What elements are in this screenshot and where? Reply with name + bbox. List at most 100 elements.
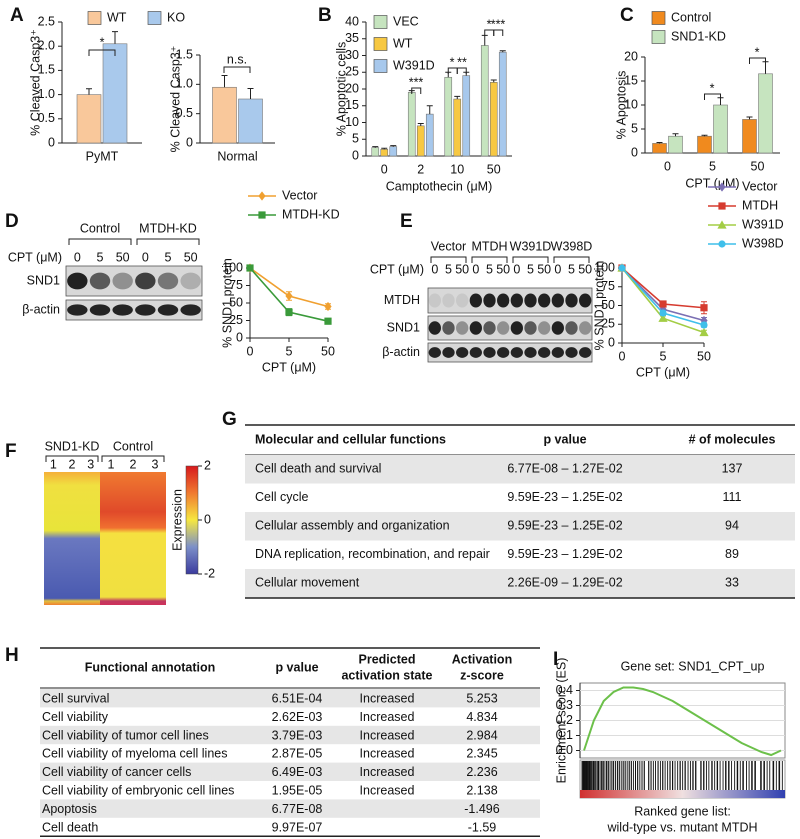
annotation: *	[100, 35, 105, 49]
band	[579, 321, 592, 335]
bar	[453, 98, 462, 157]
y-axis-label: % Apoptotic cells	[334, 42, 348, 137]
row-shade	[245, 569, 795, 598]
lane-label: 5	[97, 250, 104, 264]
x-axis-label: CPT (μM)	[636, 365, 690, 379]
y-tick-label: 0	[631, 145, 638, 159]
marker	[285, 308, 293, 316]
table-cell: 4.834	[466, 710, 497, 724]
blot-strip	[427, 342, 593, 363]
x-tick-label: PyMT	[86, 149, 119, 163]
table-cell: Cell viability of myeloma cell lines	[42, 747, 227, 761]
legend-label: Vector	[282, 188, 317, 202]
table-cell: Cellular assembly and organization	[255, 518, 450, 532]
panel-label: G	[222, 409, 237, 430]
marker	[246, 264, 254, 272]
y-tick-label: 50	[601, 298, 615, 312]
legend-label: Vector	[742, 179, 777, 193]
table-cell: Increased	[360, 691, 415, 705]
bar	[498, 51, 507, 157]
y-axis-label: % Cleaved Casp3⁺	[28, 29, 42, 136]
legend-label: W391D	[742, 217, 784, 231]
annotation: *	[710, 81, 715, 95]
legend-label: VEC	[393, 14, 419, 28]
band	[456, 321, 469, 335]
blot-row-label: SND1	[387, 320, 420, 334]
x-tick-label: 0	[664, 159, 671, 173]
table-cell: Cell death and survival	[255, 461, 381, 475]
y-tick-label: 10	[624, 97, 638, 111]
band	[442, 293, 455, 308]
band	[89, 272, 111, 290]
bracket	[223, 66, 251, 73]
table-cell: 2.984	[466, 728, 497, 742]
y-tick-label: 0	[608, 335, 615, 349]
error-bar	[481, 34, 488, 46]
y-tick-label: 30	[345, 48, 359, 62]
bar	[416, 125, 425, 157]
error-bar	[372, 146, 379, 148]
heatmap	[44, 465, 199, 605]
table-cell: Apoptosis	[42, 802, 97, 816]
table-cell: 6.49E-03	[272, 765, 323, 779]
marker	[718, 240, 726, 248]
legend-label: MTDH-KD	[282, 207, 340, 221]
y-tick-label: 35	[345, 31, 359, 45]
y-tick-label: 0	[352, 148, 359, 162]
colorbar-label: Expression	[170, 489, 184, 551]
table-cell: 1.95E-05	[272, 783, 323, 797]
panel-label: C	[620, 5, 634, 26]
blot-treatment: CPT (μM)	[370, 262, 424, 276]
lane-label: 0	[74, 250, 81, 264]
band	[180, 272, 201, 290]
error-bar	[390, 145, 397, 147]
x-axis-label: CPT (μM)	[262, 360, 316, 374]
band	[579, 293, 592, 308]
y-axis-label: % Apoptosis	[614, 71, 628, 140]
x-tick-label: 0	[247, 344, 254, 358]
x-tick-label: 5	[709, 159, 716, 173]
bar	[652, 143, 667, 154]
bar	[102, 43, 128, 144]
heatmap-column-label: 2	[69, 457, 76, 471]
y-axis-label: % SND1 protein	[592, 261, 606, 351]
y-tick-label: 2.5	[38, 14, 55, 28]
group-bracket	[512, 256, 549, 263]
y-tick-label: 15	[345, 98, 359, 112]
bar	[371, 147, 380, 157]
band	[497, 321, 510, 335]
annotation: ***	[409, 75, 424, 89]
bar	[444, 76, 453, 157]
blot-group-label: MTDH-KD	[139, 221, 197, 235]
table-cell: Increased	[360, 765, 415, 779]
y-tick-label: 25	[229, 313, 243, 327]
lane-label: 50	[537, 262, 551, 276]
table-cell: DNA replication, recombination, and repa…	[255, 547, 490, 561]
y-tick-label: 50	[229, 295, 243, 309]
y-tick-label: 5	[631, 121, 638, 135]
x-tick-label: 5	[286, 344, 293, 358]
group-bracket	[553, 256, 590, 263]
y-tick-label: 1.5	[176, 47, 193, 61]
band	[524, 347, 537, 358]
heatmap-column-label: 1	[108, 457, 115, 471]
bar	[407, 92, 416, 157]
group-bracket	[471, 256, 508, 263]
marker	[618, 264, 626, 272]
heatmap-group-label: Control	[113, 439, 153, 453]
bar	[389, 146, 398, 157]
band	[565, 321, 578, 335]
band	[510, 293, 523, 308]
table-header: Predicted	[359, 652, 416, 666]
table-cell: Cell survival	[42, 691, 109, 705]
annotation: **	[457, 55, 467, 69]
y-tick-label: 20	[624, 49, 638, 63]
x-tick-label: 5	[660, 349, 667, 363]
x-tick-label: 50	[487, 162, 501, 176]
table-cell: Cell viability of tumor cell lines	[42, 728, 209, 742]
marker	[658, 313, 668, 322]
blot-group-label: W391D	[510, 239, 552, 253]
band	[157, 272, 179, 290]
table-header: Functional annotation	[85, 660, 216, 674]
